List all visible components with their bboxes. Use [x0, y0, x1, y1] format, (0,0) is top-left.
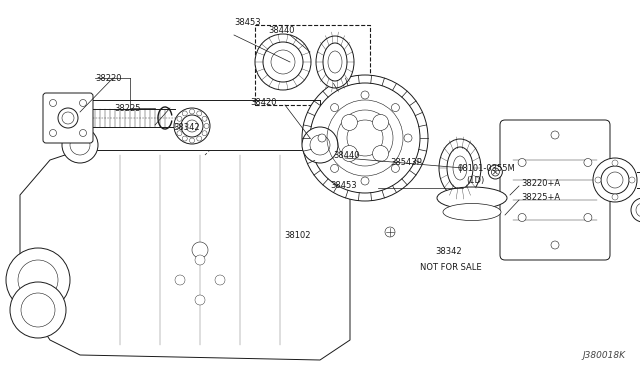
Circle shape [271, 50, 295, 74]
Circle shape [79, 129, 86, 137]
Circle shape [342, 145, 358, 161]
Circle shape [372, 115, 388, 131]
Circle shape [595, 177, 601, 183]
Circle shape [182, 111, 188, 116]
Circle shape [636, 203, 640, 217]
Circle shape [189, 138, 195, 143]
Text: 38453: 38453 [234, 17, 260, 26]
Circle shape [310, 135, 330, 155]
Text: 38220+A: 38220+A [521, 179, 560, 187]
Circle shape [488, 165, 502, 179]
Circle shape [492, 168, 499, 176]
Text: 38102: 38102 [284, 231, 310, 240]
Circle shape [518, 158, 526, 167]
Polygon shape [20, 150, 350, 360]
Ellipse shape [328, 51, 342, 73]
FancyBboxPatch shape [500, 120, 610, 260]
Text: (1D): (1D) [466, 176, 484, 185]
Circle shape [318, 134, 326, 142]
Circle shape [174, 108, 210, 144]
Circle shape [310, 83, 420, 193]
Circle shape [192, 242, 208, 258]
Circle shape [392, 164, 399, 172]
Circle shape [361, 91, 369, 99]
Circle shape [385, 227, 395, 237]
Circle shape [58, 108, 78, 128]
Circle shape [6, 248, 70, 312]
Circle shape [584, 214, 592, 221]
Circle shape [175, 275, 185, 285]
Circle shape [361, 177, 369, 185]
Circle shape [202, 116, 207, 121]
Text: 38440: 38440 [268, 26, 294, 35]
Circle shape [196, 111, 202, 116]
Ellipse shape [453, 156, 467, 180]
Text: 38225: 38225 [114, 103, 141, 112]
Ellipse shape [316, 36, 354, 88]
Circle shape [629, 177, 635, 183]
Circle shape [196, 136, 202, 141]
Circle shape [593, 158, 637, 202]
Circle shape [70, 135, 90, 155]
Circle shape [177, 116, 182, 121]
Text: 38440: 38440 [333, 151, 360, 160]
Circle shape [612, 160, 618, 166]
Circle shape [62, 127, 98, 163]
Circle shape [584, 158, 592, 167]
Ellipse shape [439, 139, 481, 197]
Circle shape [331, 103, 339, 112]
Ellipse shape [447, 147, 473, 189]
Ellipse shape [443, 203, 501, 221]
FancyBboxPatch shape [43, 93, 93, 143]
Text: NOT FOR SALE: NOT FOR SALE [420, 263, 482, 273]
Circle shape [263, 42, 303, 82]
Circle shape [195, 295, 205, 305]
Circle shape [181, 115, 203, 137]
Text: 38225+A: 38225+A [521, 192, 560, 202]
Circle shape [302, 127, 338, 163]
Text: 38453: 38453 [330, 180, 356, 189]
Text: J380018K: J380018K [582, 351, 625, 360]
Circle shape [204, 124, 209, 128]
Circle shape [612, 194, 618, 200]
Circle shape [202, 131, 207, 136]
Circle shape [601, 166, 629, 194]
Text: 38420: 38420 [250, 97, 276, 106]
Text: 08101-0355M: 08101-0355M [458, 164, 516, 173]
Circle shape [195, 255, 205, 265]
Circle shape [372, 145, 388, 161]
Circle shape [18, 260, 58, 300]
Circle shape [49, 129, 56, 137]
Circle shape [631, 198, 640, 222]
Circle shape [331, 164, 339, 172]
Circle shape [10, 282, 66, 338]
Circle shape [21, 293, 55, 327]
Circle shape [607, 172, 623, 188]
Circle shape [215, 275, 225, 285]
Circle shape [551, 241, 559, 249]
Circle shape [79, 99, 86, 106]
Text: 38543P: 38543P [390, 157, 422, 167]
Circle shape [404, 134, 412, 142]
Text: 38342: 38342 [435, 247, 461, 257]
Circle shape [189, 109, 195, 114]
Circle shape [62, 112, 74, 124]
Circle shape [551, 131, 559, 139]
Circle shape [49, 99, 56, 106]
Circle shape [175, 124, 180, 128]
Circle shape [177, 131, 182, 136]
Circle shape [518, 214, 526, 221]
Circle shape [392, 103, 399, 112]
Circle shape [186, 120, 198, 132]
Text: 38220: 38220 [95, 74, 122, 83]
Polygon shape [80, 100, 320, 150]
Text: 38342: 38342 [173, 122, 200, 131]
Circle shape [255, 34, 311, 90]
Circle shape [342, 115, 358, 131]
Ellipse shape [323, 43, 347, 81]
Circle shape [182, 136, 188, 141]
Ellipse shape [437, 187, 507, 209]
Circle shape [302, 75, 428, 201]
